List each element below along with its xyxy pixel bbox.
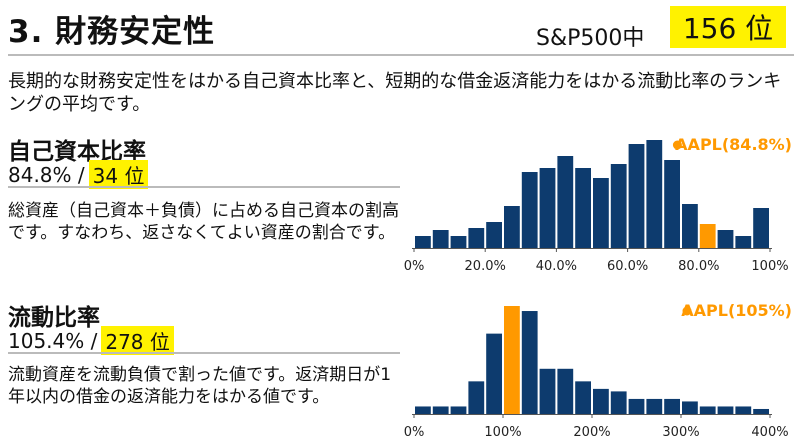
histogram-bar [753, 408, 769, 414]
metric-divider [8, 186, 400, 188]
histogram-bar [610, 391, 627, 414]
histogram-bar [628, 398, 645, 414]
x-tick-label: 20.0% [465, 259, 506, 274]
metric-value-equity-ratio: 84.8% / 34 位 [8, 160, 149, 189]
annotation-dot [682, 306, 692, 316]
x-tick-label: 400% [751, 425, 788, 440]
metric-rank-badge: 34 位 [88, 160, 149, 189]
aapl-annotation: AAPL(105%) [681, 301, 792, 320]
histogram-bar [664, 398, 680, 414]
histogram-bar [557, 156, 574, 248]
histogram-bar [521, 172, 538, 248]
section-description: 長期的な財務安定性をはかる自己資本比率と、短期的な借金返済能力をはかる流動比率の… [8, 71, 782, 115]
histogram-bar [682, 204, 698, 248]
histogram-bar [432, 230, 449, 248]
annotation-dot [672, 140, 682, 150]
histogram-bar [415, 236, 431, 248]
histogram-bar [593, 178, 609, 248]
histogram-bar [450, 406, 467, 414]
x-tick-label: 100% [484, 425, 521, 440]
histogram-bar [753, 208, 769, 248]
metric-description-equity-ratio: 総資産（自己資本＋負債）に占める自己資本の割高です。すなわち、返さなくてよい資産… [8, 201, 399, 243]
x-tick-label: 0% [404, 259, 425, 274]
histogram-bar [646, 398, 663, 414]
title-divider [8, 54, 794, 56]
metric-description-current-ratio: 流動資産を流動負債で割った値です。返済期日が1年以内の借金の返済能力をはかる値で… [8, 365, 392, 407]
overall-rank-badge: 156 位 [670, 6, 786, 48]
x-tick-label: 200% [573, 425, 610, 440]
highlighted-bar [504, 306, 520, 414]
section-title: 3. 財務安定性 [8, 14, 216, 50]
histogram-bar [486, 333, 502, 414]
histogram-bar [628, 144, 645, 248]
histogram-bar [539, 168, 556, 248]
histogram-bar [486, 222, 502, 248]
histogram-bar [575, 381, 591, 414]
aapl-annotation: AAPL(84.8%) [675, 135, 792, 154]
metric-title-current-ratio: 流動比率 [8, 305, 100, 331]
histogram-bar [521, 311, 538, 414]
x-tick-label: 80.0% [678, 259, 719, 274]
histogram-bar [539, 368, 556, 414]
histogram-bar [682, 401, 698, 414]
metric-divider [8, 352, 400, 354]
metric-value-current-ratio: 105.4% / 278 位 [8, 326, 174, 355]
histogram-bar [646, 140, 663, 248]
histogram-bar [735, 236, 752, 248]
histogram-bar [717, 230, 734, 248]
histogram-bar [450, 236, 467, 248]
histogram-bar [415, 406, 431, 414]
histogram-bar [593, 388, 609, 414]
histogram-bar [664, 160, 680, 248]
x-tick-label: 100% [751, 259, 788, 274]
histogram-bar [575, 168, 591, 248]
histogram-bar [468, 381, 485, 414]
x-tick-label: 300% [662, 425, 699, 440]
histogram-bar [610, 164, 627, 248]
histogram-bar [468, 228, 485, 248]
histogram-bar [432, 406, 449, 414]
x-tick-label: 60.0% [607, 259, 648, 274]
current-ratio-histogram: 0% 100% 200% 300% 400% AAPL(105%) [404, 301, 792, 440]
rank-prefix: S&P500中 [536, 26, 645, 51]
histogram-bar [735, 406, 752, 414]
histogram-bar [699, 406, 716, 414]
histogram-bar [717, 406, 734, 414]
metric-rank-badge: 278 位 [101, 326, 174, 355]
equity-ratio-histogram: 0% 20.0% 40.0% 60.0% 80.0% 100% AAPL(84.8%) [404, 135, 792, 274]
histogram-bar [557, 368, 574, 414]
histogram-bar [504, 206, 520, 248]
x-tick-label: 0% [404, 425, 425, 440]
metric-value-text: 105.4% / [8, 328, 98, 353]
metric-value-text: 84.8% / [8, 162, 85, 187]
highlighted-bar [699, 224, 716, 248]
x-tick-label: 40.0% [536, 259, 577, 274]
